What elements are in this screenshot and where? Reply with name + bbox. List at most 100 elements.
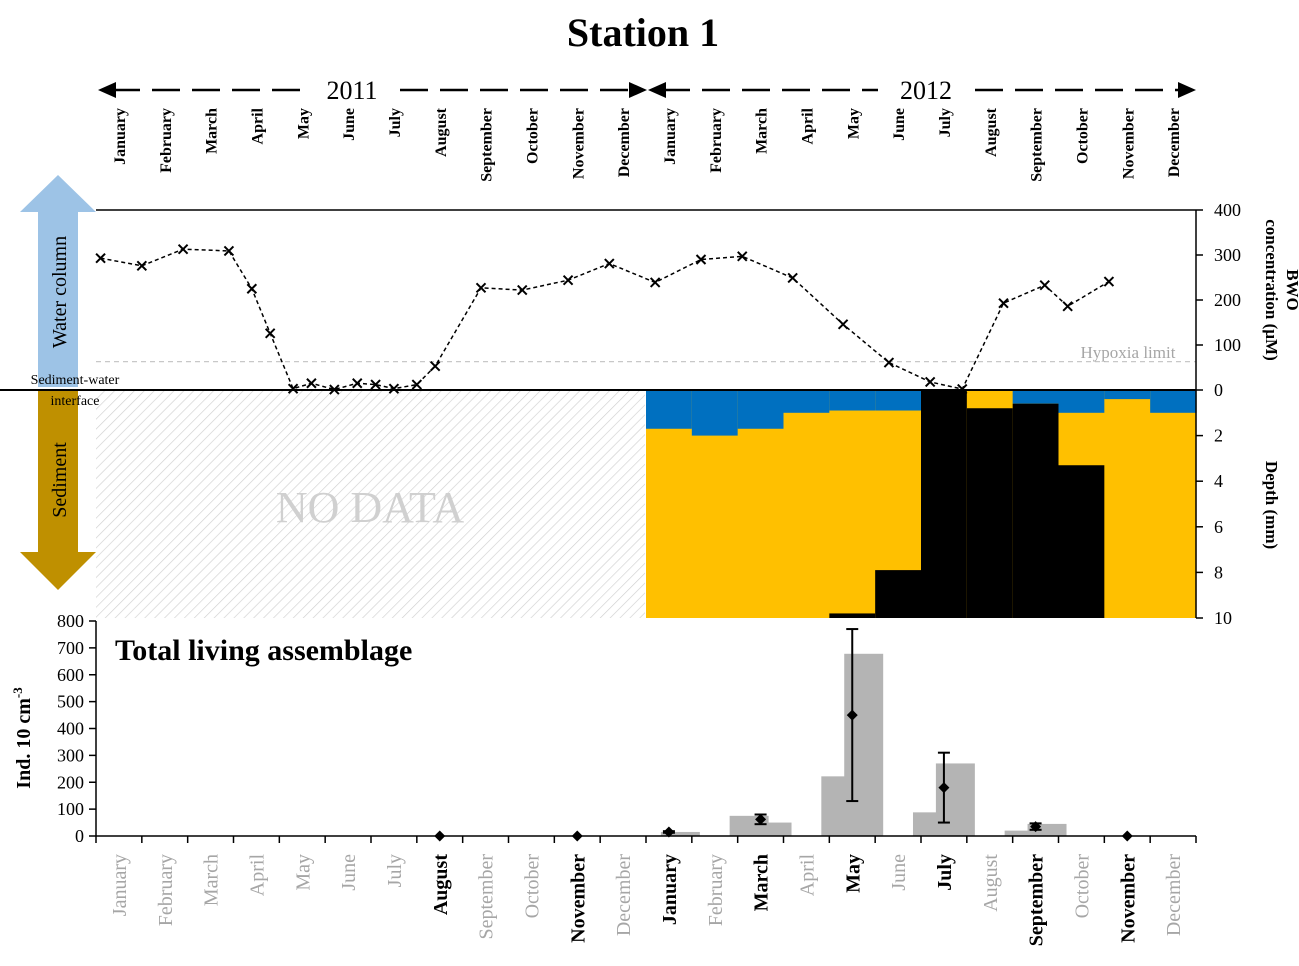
no-data-label: NO DATA	[276, 483, 465, 532]
anoxic-layer	[1012, 403, 1060, 618]
assemblage-bars	[660, 653, 1067, 836]
year-2011-arrow-right	[629, 82, 647, 98]
assemblage-tick-label: 200	[57, 772, 84, 792]
bwo-tick-label: 0	[1214, 380, 1223, 400]
bottom-month-label: October	[1071, 854, 1093, 919]
sediment-arrow	[20, 391, 96, 590]
assemblage-tick-label: 300	[57, 745, 84, 765]
bwo-marker	[837, 319, 849, 330]
oxic-layer	[737, 390, 785, 429]
bottom-month-label-sampled: November	[1117, 854, 1139, 943]
depth-tick-label: 8	[1214, 562, 1223, 582]
mean-marker	[938, 782, 950, 794]
mean-marker	[663, 826, 675, 838]
assemblage-bar	[844, 653, 884, 836]
bottom-month-label-sampled: March	[751, 854, 773, 911]
top-month-label: August	[433, 107, 450, 157]
assemblage-tick-label: 700	[57, 638, 84, 658]
bottom-month-label: June	[338, 854, 360, 891]
hypoxia-limit-label: Hypoxia limit	[1081, 343, 1176, 362]
year-2012-label: 2012	[900, 76, 952, 105]
assemblage-tick-label: 0	[75, 826, 84, 846]
bwo-marker	[136, 260, 148, 272]
top-month-label: January	[112, 108, 129, 165]
depth-tick-label: 4	[1214, 471, 1223, 491]
top-month-label: April	[799, 107, 816, 144]
bottom-month-label: January	[109, 854, 131, 916]
bwo-marker	[306, 378, 317, 389]
bwo-line	[100, 248, 1110, 391]
assemblage-tick-label: 800	[57, 611, 84, 631]
bwo-marker	[604, 258, 615, 269]
mean-marker	[755, 813, 767, 825]
assemblage-bar	[1004, 830, 1044, 836]
bwo-tick-label: 100	[1214, 335, 1241, 355]
assemblage-axis-label-main: Ind. 10 cm	[13, 698, 35, 789]
top-month-label: May	[295, 108, 312, 139]
oxic-layer	[1058, 390, 1105, 413]
bottom-month-label-sampled: November	[567, 854, 589, 943]
top-month-label: November	[1120, 108, 1137, 179]
top-month-label: December	[1166, 108, 1183, 177]
bottom-month-label: June	[888, 854, 910, 891]
bwo-marker	[1103, 276, 1115, 287]
water-column-arrow	[20, 175, 96, 387]
assemblage-title: Total living assemblage	[115, 634, 412, 667]
year-2012-arrow-left	[648, 82, 666, 98]
bottom-month-label: October	[521, 854, 543, 919]
suboxic-layer	[1150, 390, 1197, 618]
year-2012-arrow-right	[1178, 82, 1196, 98]
top-month-label: July	[937, 108, 954, 137]
side-arrow: Water column Sediment	[20, 175, 96, 590]
left-axis-ticks: 0 100 200 300 400 500 600 700 800	[57, 611, 96, 846]
bwo-marker	[787, 272, 798, 284]
depth-axis-label: Depth (mm)	[1262, 461, 1281, 549]
assemblage-tick-label: 100	[57, 799, 84, 819]
bwo-marker	[737, 251, 748, 262]
bottom-x-ticks	[95, 836, 1197, 843]
bottom-month-label-sampled: September	[1026, 854, 1048, 946]
bwo-sediment-panel: NO DATA Hypoxia limit Sediment-water int…	[0, 200, 1299, 628]
top-month-label: October	[524, 108, 541, 164]
top-month-label: September	[1029, 108, 1046, 182]
bottom-month-label-sampled: January	[659, 854, 681, 925]
bottom-month-label-sampled: August	[430, 854, 452, 915]
assemblage-tick-label: 600	[57, 665, 84, 685]
oxic-layer	[875, 390, 922, 411]
assemblage-panel: Total living assemblage 0 100 200 300 400 500…	[10, 611, 1197, 946]
bwo-marker	[475, 282, 487, 294]
bwo-marker	[177, 243, 189, 255]
no-data-hatch	[96, 390, 645, 618]
bwo-marker	[517, 284, 528, 296]
bwo-marker	[264, 328, 276, 339]
depth-tick-label: 2	[1214, 426, 1223, 446]
assemblage-axis-label-sup: -3	[10, 687, 25, 698]
year-timeline: 2011 2012	[98, 76, 1196, 105]
assemblage-bar	[752, 822, 792, 836]
top-month-label: September	[479, 108, 496, 182]
assemblage-axis-label: Ind. 10 cm-3	[10, 687, 35, 789]
bottom-month-label: February	[705, 854, 727, 926]
anoxic-layer	[829, 613, 876, 618]
bwo-marker	[246, 283, 258, 294]
year-2011-arrow-left	[98, 82, 116, 98]
top-month-label: October	[1074, 108, 1091, 164]
top-month-label: June	[341, 108, 358, 141]
top-month-label: March	[204, 108, 221, 154]
chart-title: Station 1	[567, 10, 719, 55]
bottom-month-label: September	[476, 854, 498, 940]
top-month-label: August	[983, 107, 1000, 157]
assemblage-bar	[935, 763, 975, 836]
top-month-label: November	[570, 108, 587, 179]
top-month-label: July	[387, 108, 404, 137]
bottom-month-label: December	[1163, 854, 1185, 937]
top-month-label: February	[158, 108, 175, 173]
top-month-labels: January February March April May June July Augu…	[112, 107, 1183, 181]
top-month-label: April	[249, 107, 266, 144]
bottom-month-label: July	[384, 854, 406, 887]
bwo-markers	[95, 243, 1115, 395]
bwo-marker	[223, 245, 235, 257]
bwo-marker	[1039, 279, 1050, 291]
bwo-axis-label-line1: BWO	[1283, 269, 1299, 311]
